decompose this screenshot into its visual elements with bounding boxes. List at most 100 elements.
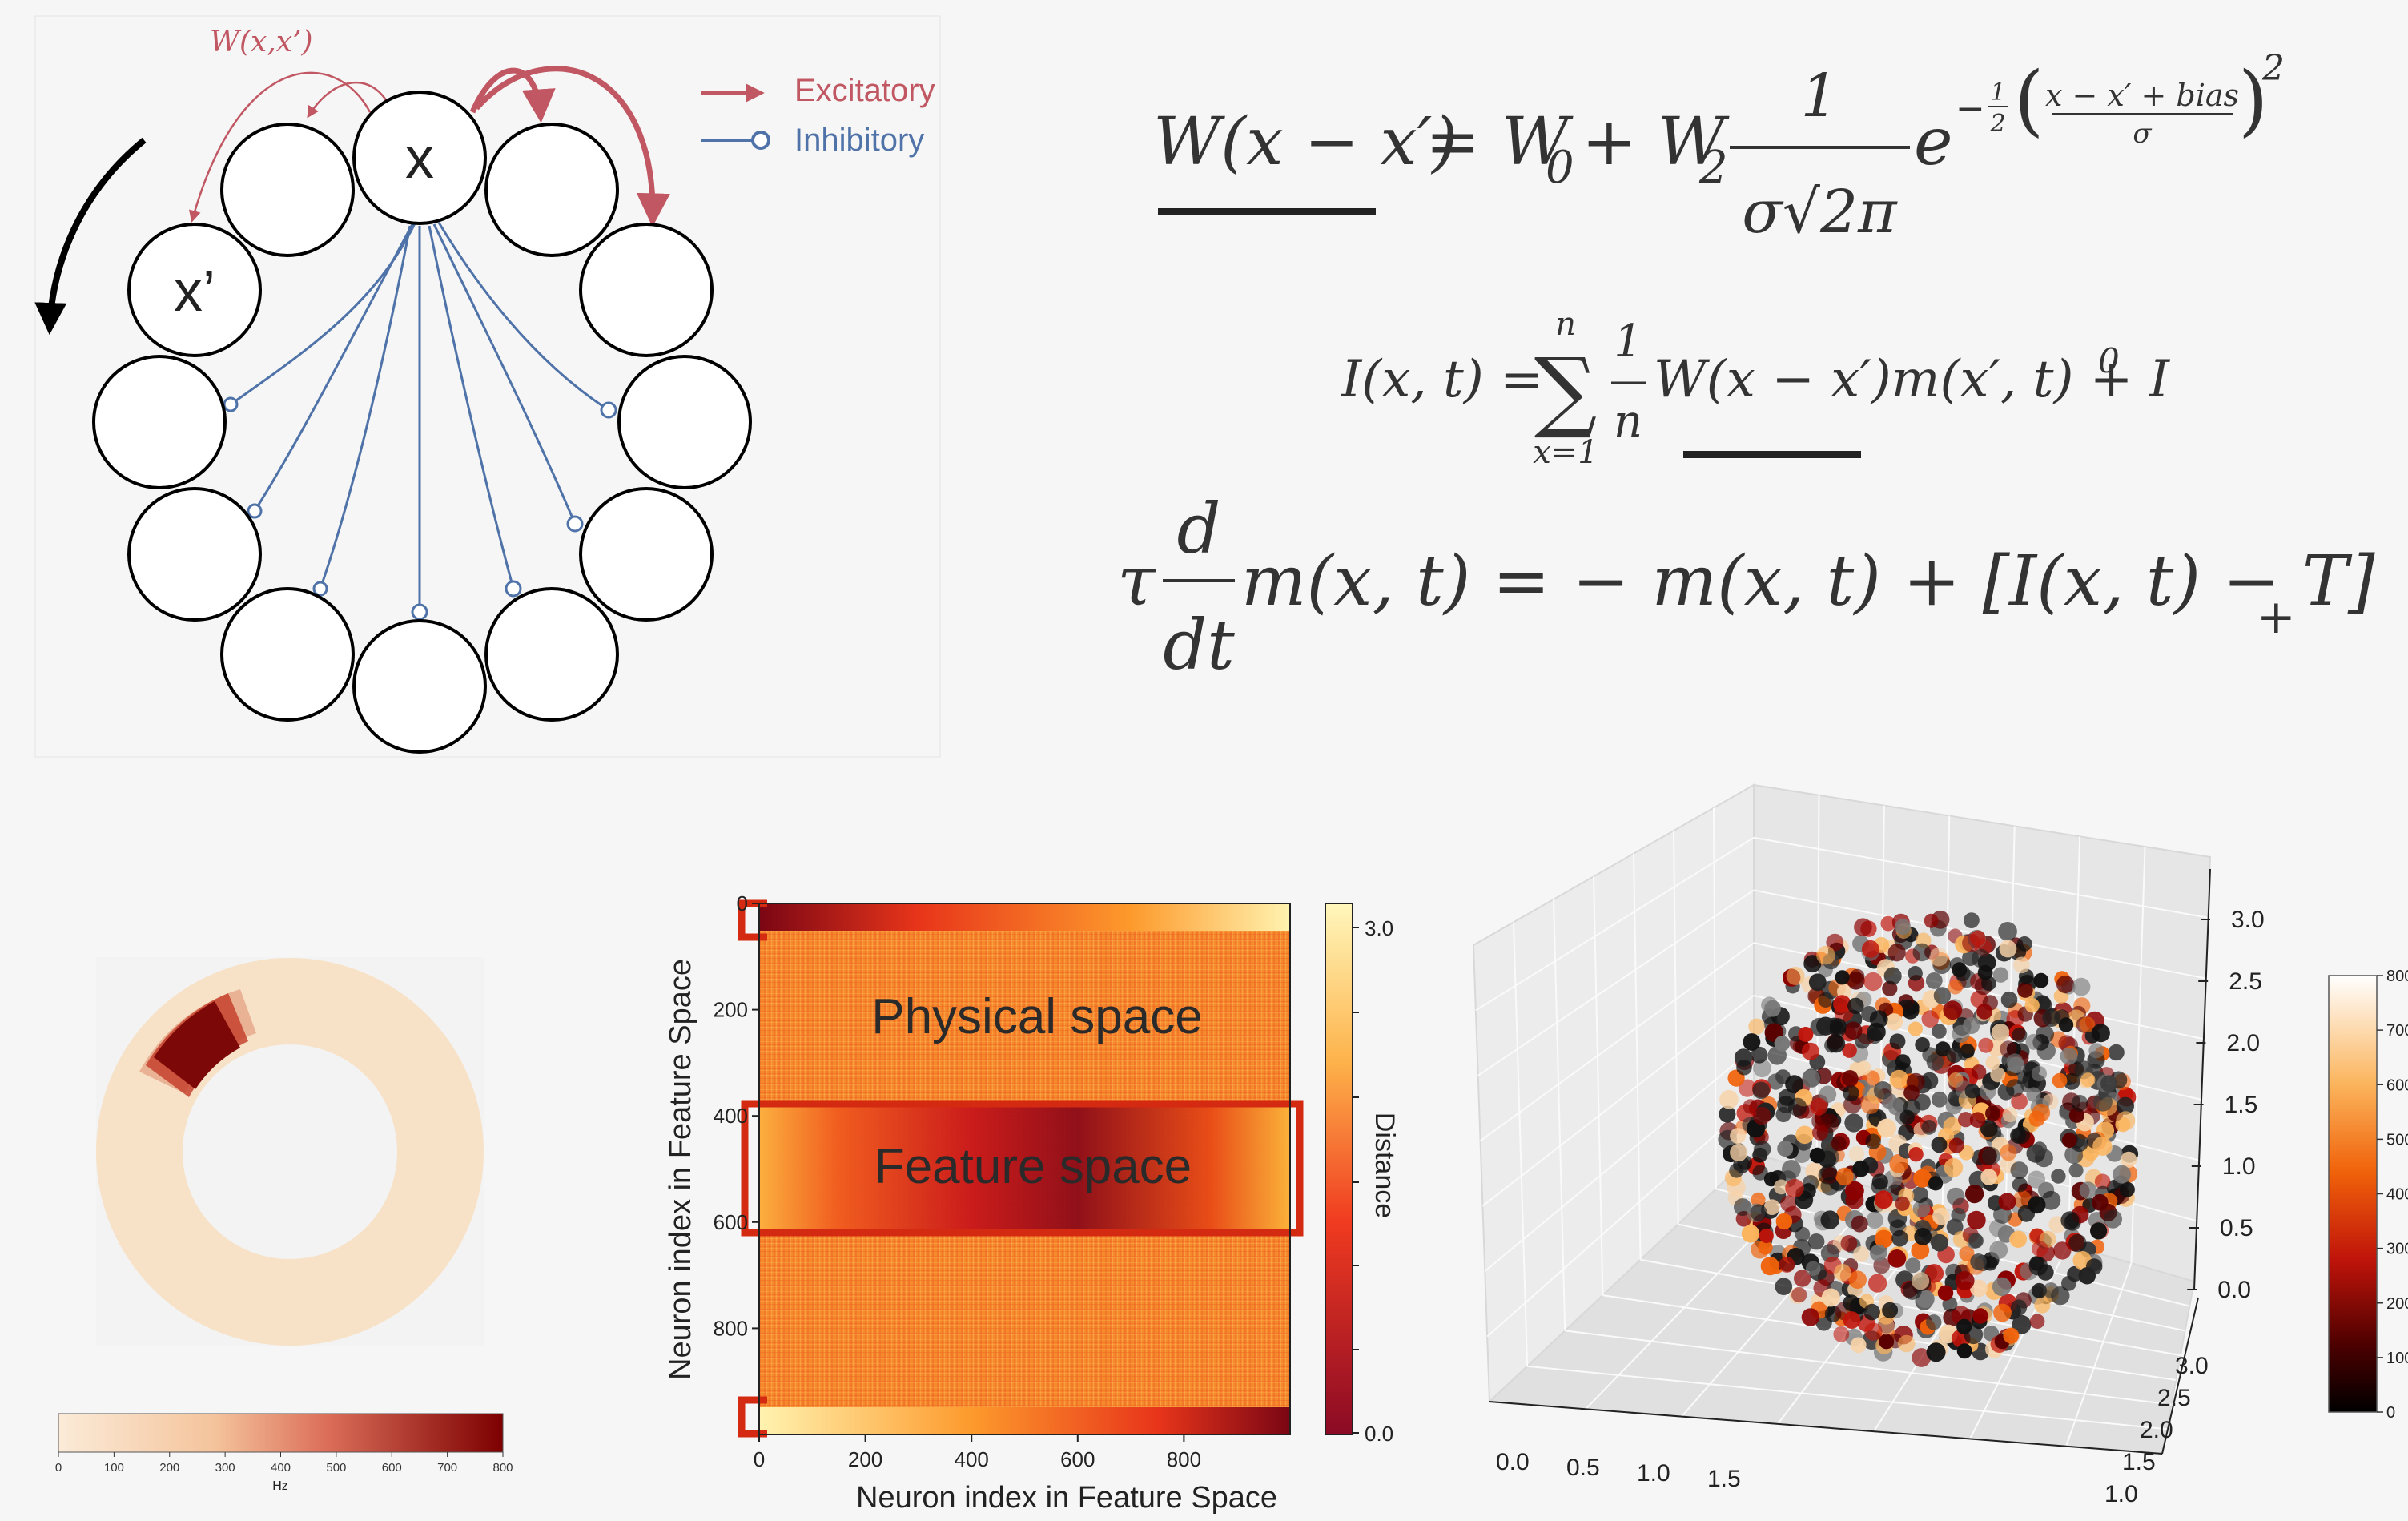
sc-cbar-tick-label: 200 (2386, 1295, 2408, 1313)
neuron (220, 123, 355, 257)
scatter-point (2056, 975, 2075, 994)
neuron-ring (92, 91, 752, 754)
scatter-point (1954, 965, 1971, 981)
scatter-point (1833, 1326, 1850, 1342)
hz-tick-label: 300 (215, 1461, 235, 1475)
scatter-point (1999, 940, 2017, 958)
eq1-e: e (1914, 104, 1953, 180)
scatter-point (2013, 1190, 2032, 1209)
z-axis-ticks: 3.0 2.5 2.0 1.5 1.0 0.5 0.0 (2187, 907, 2265, 1303)
eq1-exp-half-num: 1 (1990, 78, 2005, 107)
scatter-point (1978, 1037, 1994, 1053)
scatter-point (1937, 1285, 1954, 1301)
equation-weight: W(x − x′) = W 0 + W 2 1 σ√2π e − 1 2 ( x… (1153, 48, 2285, 247)
scatter-point (1908, 1021, 1923, 1036)
scatter-point (1738, 1079, 1756, 1097)
scatter-point (1866, 1211, 1883, 1229)
scatter-point (1819, 1085, 1837, 1103)
scatter-point (2068, 1233, 2087, 1253)
eq2-sup: 0 (2098, 341, 2120, 380)
scatter-point (1743, 1099, 1758, 1114)
scatter-point (1998, 1193, 2016, 1211)
sc-cbar-tick-label: 100 (2386, 1350, 2408, 1367)
z-tick-label: 2.5 (2229, 968, 2262, 995)
scatter-point (1752, 1106, 1771, 1125)
scatter-point (2032, 1141, 2048, 1157)
scatter-point (1992, 1277, 2012, 1297)
scatter-point (1869, 1010, 1888, 1029)
scatter-point (1874, 1190, 1893, 1209)
scatter-point (1970, 1279, 1988, 1298)
scatter-point (1848, 1270, 1867, 1289)
heatmap-top-band (759, 903, 1290, 931)
sc-cbar-tick-label: 0 (2386, 1404, 2395, 1422)
scatter-point (1948, 1137, 1964, 1153)
scatter-point (1863, 1303, 1880, 1321)
scatter-point (2032, 1241, 2048, 1257)
scatter-point (1914, 1228, 1932, 1245)
y3-tick-label: 3.0 (2175, 1353, 2209, 1379)
scatter-point (2010, 1127, 2027, 1144)
scatter-point (1820, 1164, 1838, 1181)
hz-tick-label: 0 (55, 1461, 62, 1475)
scatter-point (1972, 1308, 1988, 1324)
scatter-point (2011, 1092, 2028, 1110)
scatter-point (1920, 1072, 1939, 1090)
scatter-point (2060, 1047, 2078, 1065)
z-tick-label: 1.5 (2225, 1092, 2258, 1118)
equation-input: I(x, t) = n ∑ x=1 1 n W(x − x′)m(x′, t) … (1341, 306, 2171, 471)
eq2-lhs: I(x, t) = (1341, 350, 1543, 409)
eq3-frac-num: d (1176, 489, 1220, 569)
scatter-point (1785, 1178, 1804, 1198)
scatter-point (2113, 1165, 2132, 1184)
scatter-point (1812, 1124, 1828, 1141)
scatter-point (1998, 922, 2017, 941)
cbar-tick-min: 0.0 (1365, 1422, 1393, 1446)
neuron (484, 123, 619, 257)
scatter-point (1946, 1218, 1964, 1236)
y3-tick-label: 1.5 (2122, 1449, 2156, 1475)
scatter-point (2000, 1144, 2017, 1161)
distance-colorbar-ticks (1353, 927, 1359, 1434)
sc-cbar-tick-label: 500 (2386, 1131, 2408, 1149)
neuron (352, 619, 487, 754)
eq1-frac-num: 1 (1800, 62, 1838, 131)
scatter-point (1829, 1018, 1847, 1035)
scatter-point (1943, 1117, 1962, 1136)
neuron (220, 587, 355, 722)
scatter-point (1852, 1160, 1870, 1177)
heatmap-frame (758, 903, 1291, 1435)
neuron (484, 587, 619, 722)
scatter-point (2005, 1079, 2024, 1097)
scatter-point (1810, 1097, 1828, 1116)
scatter-point (1912, 943, 1932, 962)
scatter-point (1759, 1228, 1774, 1244)
scatter-point (1899, 1109, 1915, 1125)
scatter-point (1889, 1069, 1908, 1088)
x3-tick-label: 1.5 (1707, 1466, 1741, 1492)
scatter-point (1752, 1081, 1770, 1100)
scatter-point (2034, 1297, 2051, 1314)
heatmap-xtick-label: 400 (955, 1447, 989, 1471)
scatter-point (1753, 1059, 1771, 1078)
cbar-tick-max: 3.0 (1365, 916, 1393, 940)
scatter-point (1719, 1105, 1736, 1123)
highlight-boxes (738, 899, 1304, 1438)
heatmap-yticks: 0 200 400 600 800 (714, 891, 759, 1340)
neuron (92, 355, 227, 489)
scatter-point (1908, 1147, 1924, 1162)
scatter-point (1808, 973, 1827, 992)
eq2-rhs: W(x − x′)m(x′, t) + I (1654, 350, 2171, 409)
scatter-point (1865, 1133, 1881, 1149)
scatter-point (1844, 1021, 1863, 1040)
scatter-point (1802, 1069, 1820, 1088)
scatter-point (1854, 918, 1872, 936)
scatter-point (1820, 1210, 1839, 1229)
distance-cbar-label: Distance (1369, 1113, 1400, 1218)
activity-bump (139, 989, 256, 1097)
scatter-point (1875, 1229, 1893, 1249)
scatter-point (2051, 1169, 2066, 1184)
heatmap-xticks: 0 200 400 600 800 (754, 1434, 1201, 1471)
x3-tick-label: 0.0 (1496, 1449, 1530, 1475)
physical-space-label: Physical space (871, 989, 1203, 1044)
